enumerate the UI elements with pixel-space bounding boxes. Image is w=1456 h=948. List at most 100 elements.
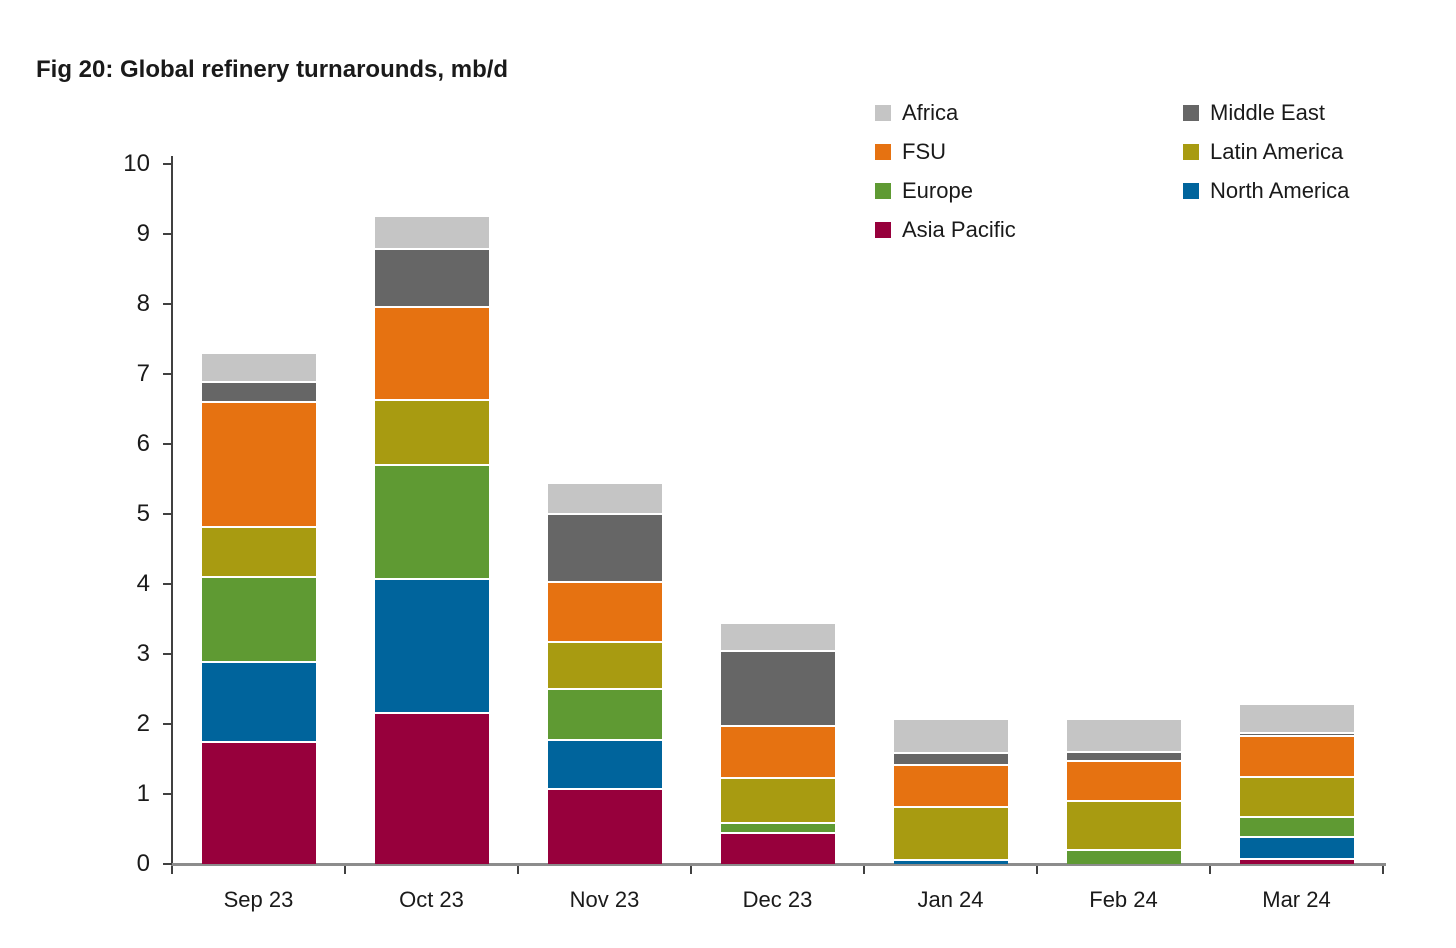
x-tick-3 (690, 866, 692, 874)
x-tick-6 (1209, 866, 1211, 874)
bar-segment-north-america-sep-23 (201, 660, 316, 742)
y-tick-label-2: 2 (136, 710, 150, 737)
y-tick-3 (163, 653, 172, 655)
bar-segment-middle-east-sep-23 (201, 380, 316, 402)
legend-item-middle-east: Middle East (1183, 93, 1349, 132)
y-tick-label-6: 6 (136, 430, 150, 457)
legend-label-fsu: FSU (902, 138, 946, 164)
bar-segment-north-america-nov-23 (547, 739, 662, 789)
bar-segment-europe-nov-23 (547, 688, 662, 740)
bar-segment-asia-pacific-mar-24 (1239, 858, 1354, 864)
bar-segment-africa-jan-24 (893, 717, 1008, 752)
y-tick-10 (163, 163, 172, 165)
y-tick-label-1: 1 (136, 780, 150, 807)
legend-item-africa: Africa (875, 93, 1016, 132)
bar-segment-africa-dec-23 (720, 621, 835, 650)
x-tick-1 (344, 866, 346, 874)
bar-segment-middle-east-jan-24 (893, 751, 1008, 764)
bar-segment-latin-america-mar-24 (1239, 776, 1354, 816)
legend-item-latin-america: Latin America (1183, 132, 1349, 171)
bar-segment-north-america-mar-24 (1239, 835, 1354, 859)
bar-segment-asia-pacific-nov-23 (547, 788, 662, 864)
legend-swatch-north-america (1183, 182, 1199, 199)
bar-segment-middle-east-oct-23 (374, 247, 489, 307)
bar-segment-north-america-jan-24 (893, 859, 1008, 864)
bar-segment-fsu-jan-24 (893, 763, 1008, 806)
y-tick-label-3: 3 (136, 640, 150, 667)
legend-swatch-asia-pacific (875, 221, 891, 238)
legend-item-europe: Europe (875, 171, 1016, 210)
bar-segment-fsu-feb-24 (1066, 760, 1181, 800)
y-tick-8 (163, 303, 172, 305)
bar-segment-middle-east-feb-24 (1066, 750, 1181, 761)
bar-segment-latin-america-sep-23 (201, 525, 316, 577)
bar-segment-latin-america-dec-23 (720, 777, 835, 822)
x-category-label-jan-24: Jan 24 (917, 887, 984, 912)
x-tick-0 (171, 866, 173, 874)
x-category-label-sep-23: Sep 23 (223, 887, 294, 912)
bar-segment-europe-dec-23 (720, 821, 835, 833)
legend-item-north-america: North America (1183, 171, 1349, 210)
legend-swatch-fsu (875, 143, 891, 160)
legend-column-2: Middle East Latin America North America (1183, 93, 1349, 210)
bar-oct-23 (374, 215, 489, 864)
y-tick-9 (163, 233, 172, 235)
y-tick-label-5: 5 (136, 500, 150, 527)
bar-segment-latin-america-nov-23 (547, 640, 662, 689)
bar-segment-africa-feb-24 (1066, 717, 1181, 751)
legend-column-1: Africa FSU Europe Asia Pacific (875, 93, 1016, 249)
y-tick-label-10: 10 (123, 150, 150, 177)
bar-segment-europe-feb-24 (1066, 848, 1181, 864)
bar-nov-23 (547, 481, 662, 864)
bar-segment-africa-oct-23 (374, 215, 489, 248)
bar-segment-middle-east-nov-23 (547, 513, 662, 582)
bar-segment-latin-america-jan-24 (893, 805, 1008, 860)
legend-item-fsu: FSU (875, 132, 1016, 171)
x-tick-5 (1036, 866, 1038, 874)
x-tick-7 (1382, 866, 1384, 874)
bar-segment-asia-pacific-sep-23 (201, 741, 316, 864)
legend-swatch-latin-america (1183, 143, 1199, 160)
bar-segment-fsu-oct-23 (374, 306, 489, 400)
y-tick-7 (163, 373, 172, 375)
x-category-label-dec-23: Dec 23 (742, 887, 813, 912)
legend-label-africa: Africa (902, 99, 959, 125)
legend-label-europe: Europe (902, 177, 973, 203)
bar-mar-24 (1239, 703, 1354, 864)
x-tick-2 (517, 866, 519, 874)
y-tick-label-9: 9 (136, 220, 150, 247)
bar-jan-24 (893, 717, 1008, 864)
bar-feb-24 (1066, 717, 1181, 864)
bar-segment-fsu-nov-23 (547, 581, 662, 641)
bar-segment-asia-pacific-dec-23 (720, 832, 835, 864)
bar-segment-europe-mar-24 (1239, 815, 1354, 836)
legend-item-asia-pacific: Asia Pacific (875, 210, 1016, 249)
legend-label-middle-east: Middle East (1210, 99, 1325, 125)
bar-segment-north-america-oct-23 (374, 577, 489, 713)
x-category-label-nov-23: Nov 23 (569, 887, 640, 912)
bar-segment-africa-nov-23 (547, 481, 662, 514)
bar-sep-23 (201, 351, 316, 864)
y-axis-line (171, 156, 173, 864)
y-tick-4 (163, 583, 172, 585)
legend-swatch-middle-east (1183, 104, 1199, 121)
bar-segment-europe-oct-23 (374, 464, 489, 578)
bar-segment-europe-sep-23 (201, 576, 316, 661)
bar-segment-fsu-dec-23 (720, 724, 835, 778)
y-tick-label-7: 7 (136, 360, 150, 387)
bar-segment-latin-america-feb-24 (1066, 799, 1181, 849)
legend-label-asia-pacific: Asia Pacific (902, 216, 1016, 242)
bar-segment-latin-america-oct-23 (374, 399, 489, 465)
bar-segment-africa-sep-23 (201, 351, 316, 381)
x-axis-line (171, 863, 1386, 866)
y-tick-2 (163, 723, 172, 725)
y-tick-label-0: 0 (136, 850, 150, 877)
bar-segment-africa-mar-24 (1239, 703, 1354, 732)
x-category-label-mar-24: Mar 24 (1262, 887, 1331, 912)
legend-label-north-america: North America (1210, 177, 1350, 203)
y-tick-5 (163, 513, 172, 515)
chart-title: Fig 20: Global refinery turnarounds, mb/… (36, 56, 509, 83)
legend-swatch-europe (875, 182, 891, 199)
y-tick-0 (163, 863, 172, 865)
